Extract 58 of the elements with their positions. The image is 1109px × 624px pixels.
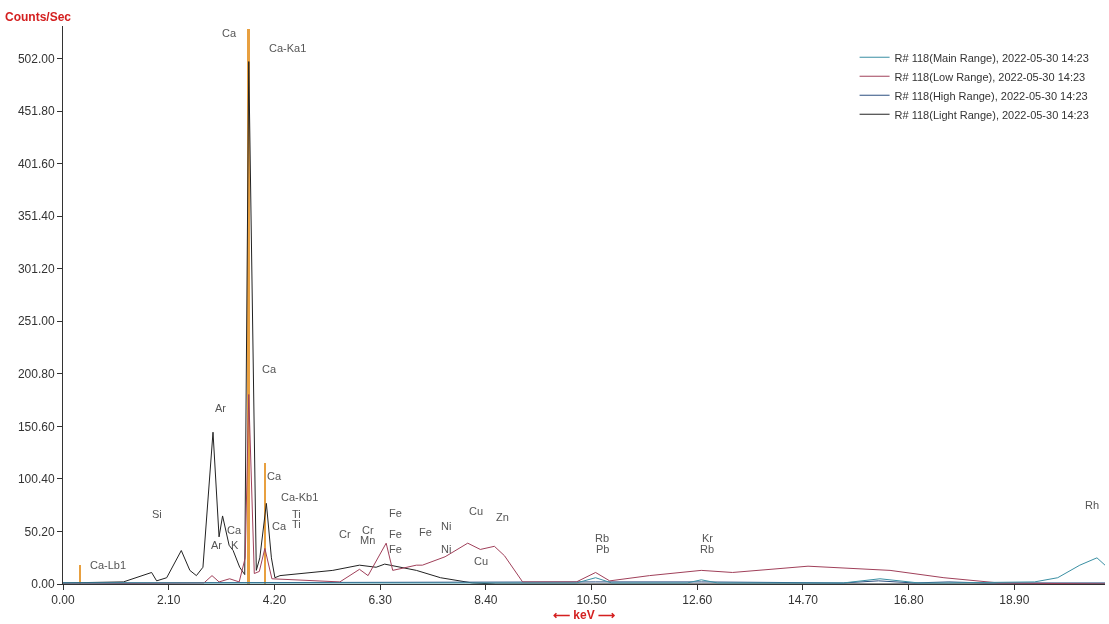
y-tick-label: 150.60 [17, 419, 55, 434]
annotation: Si [152, 508, 162, 520]
annotation: Rh [1085, 499, 1100, 511]
annotation: Ti [292, 518, 301, 530]
annotation: Rb [595, 532, 610, 544]
annotation: Cu [474, 555, 489, 567]
annotation: Fe [419, 526, 432, 538]
annotation: Zn [496, 511, 509, 523]
legend-label: R# 118(Light Range), 2022-05-30 14:23 [894, 108, 1089, 121]
annotation: K [231, 539, 239, 551]
x-tick-label: 18.90 [999, 593, 1030, 608]
annotation: Rb [700, 543, 715, 555]
annotation: Mn [360, 534, 376, 546]
y-tick-label: 351.40 [17, 209, 55, 224]
annotation: Cr [362, 524, 374, 536]
y-tick-label: 451.80 [17, 104, 55, 119]
annotation: Cr [339, 528, 351, 540]
annotation: Ca [262, 363, 277, 375]
x-tick-label: 16.80 [893, 593, 925, 608]
annotation: Fe [389, 507, 402, 519]
annotation: Ar [211, 539, 223, 551]
annotation: Ca [267, 470, 282, 482]
x-tick-label: 6.30 [368, 593, 393, 608]
annotation: Ca-Kb1 [281, 491, 319, 503]
annotation: Fe [389, 528, 402, 540]
x-tick-label: 0.00 [51, 593, 75, 608]
y-axis-title: Counts/Sec [5, 10, 72, 24]
x-tick-label: 2.10 [157, 593, 181, 608]
y-tick-label: 401.60 [17, 156, 55, 171]
annotation: Ar [215, 402, 227, 414]
y-tick-label: 50.20 [24, 524, 55, 539]
y-tick-label: 301.20 [17, 261, 55, 276]
annotation: Ca [227, 524, 242, 536]
annotation: Pb [596, 543, 610, 555]
x-axis-title: ⟵ keV ⟶ [552, 608, 616, 623]
annotation: Ca [222, 27, 237, 39]
annotation: Ti [292, 508, 301, 520]
y-tick-label: 100.40 [17, 472, 55, 487]
legend-label: R# 118(Main Range), 2022-05-30 14:23 [894, 51, 1089, 64]
annotation: Kr [702, 532, 714, 544]
annotation: Cu [469, 505, 484, 517]
annotation: Ca-Lb1 [90, 559, 127, 571]
annotation: Ca-Ka1 [269, 42, 307, 54]
legend-label: R# 118(High Range), 2022-05-30 14:23 [894, 89, 1088, 102]
y-tick-label: 502.00 [17, 51, 55, 66]
annotation: Fe [389, 543, 402, 555]
y-tick-label: 0.00 [31, 577, 55, 592]
y-tick-label: 251.00 [17, 314, 55, 329]
x-tick-label: 14.70 [787, 593, 819, 608]
x-tick-label: 8.40 [474, 593, 498, 608]
x-tick-label: 4.20 [262, 593, 287, 608]
y-tick-label: 200.80 [17, 366, 55, 381]
annotation: Ni [441, 543, 452, 555]
legend-label: R# 118(Low Range), 2022-05-30 14:23 [894, 70, 1086, 83]
x-tick-label: 10.50 [576, 593, 607, 608]
annotation: Ni [441, 520, 452, 532]
annotation: Ca [272, 520, 287, 532]
x-tick-label: 12.60 [682, 593, 713, 608]
